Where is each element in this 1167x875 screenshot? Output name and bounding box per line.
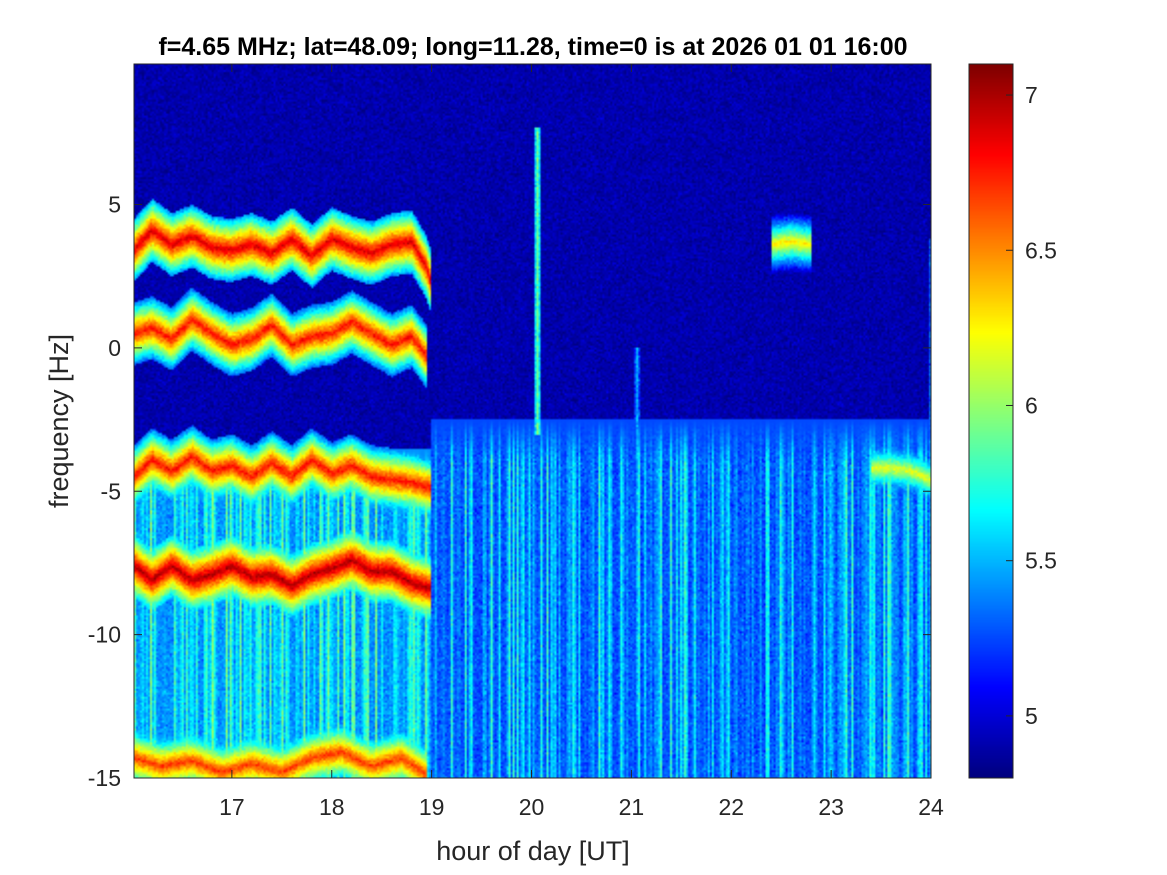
x-tick-label: 18 (319, 794, 345, 820)
x-tick-label: 24 (918, 794, 944, 820)
colorbar-tick-label: 6.5 (1025, 237, 1057, 263)
y-tick-label: -10 (88, 622, 121, 648)
colorbar-tick-label: 5 (1025, 703, 1038, 729)
y-tick-label: 0 (108, 335, 121, 361)
x-tick-label: 21 (619, 794, 645, 820)
spectrogram-heatmap (134, 64, 931, 778)
y-tick-label: -5 (101, 478, 121, 504)
x-tick-label: 22 (718, 794, 744, 820)
y-axis-label: frequency [Hz] (44, 334, 74, 508)
x-tick-label: 23 (818, 794, 844, 820)
colorbar-tick-label: 7 (1025, 82, 1038, 108)
y-tick-label: -15 (88, 765, 121, 791)
x-tick-label: 20 (519, 794, 545, 820)
x-tick-label: 19 (419, 794, 445, 820)
x-axis-ticks: 17 18 19 20 21 22 23 24 (219, 64, 944, 820)
x-axis-label: hour of day [UT] (436, 836, 630, 866)
x-tick-label: 17 (219, 794, 245, 820)
colorbar-tick-label: 6 (1025, 392, 1038, 418)
chart-title: f=4.65 MHz; lat=48.09; long=11.28, time=… (158, 33, 907, 61)
colorbar (969, 64, 1013, 778)
colorbar-tick-label: 5.5 (1025, 548, 1057, 574)
plot-frame (133, 63, 932, 779)
y-tick-label: 5 (108, 192, 121, 218)
colorbar-frame (968, 63, 1014, 779)
y-axis-ticks: 5 0 -5 -10 -15 (88, 192, 931, 791)
colorbar-ticks: 7 6.5 6 5.5 5 (1006, 82, 1057, 729)
